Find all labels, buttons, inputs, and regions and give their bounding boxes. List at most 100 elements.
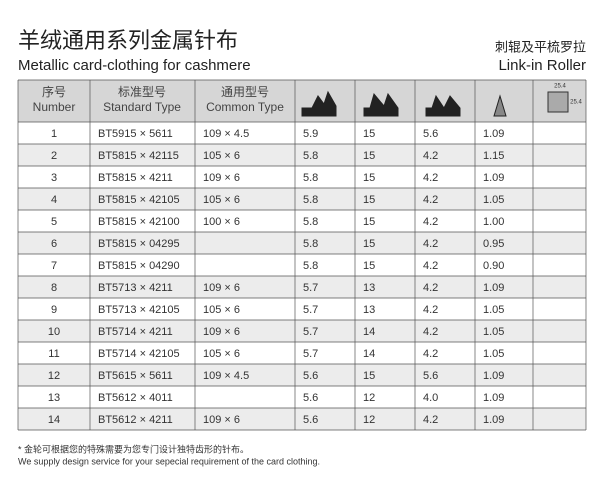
- cell: 12: [48, 370, 60, 382]
- cell: BT5713 × 4211: [98, 282, 173, 294]
- subtitle-en: Link-in Roller: [498, 57, 586, 74]
- cell: 13: [363, 304, 375, 316]
- cell: 8: [51, 282, 57, 294]
- cell: 5.6: [303, 414, 318, 426]
- cell: 13: [363, 282, 375, 294]
- row-shade: [18, 144, 586, 166]
- cell: 5.8: [303, 194, 318, 206]
- icon-label: 25.4: [554, 84, 566, 90]
- cell: 1.09: [483, 172, 504, 184]
- cell: 15: [363, 370, 375, 382]
- column-header-en: Common Type: [206, 100, 284, 114]
- cell: 14: [363, 348, 375, 360]
- cell: 4.2: [423, 348, 438, 360]
- note-en: We supply design service for your sepeci…: [18, 456, 320, 466]
- cell: 11: [48, 348, 59, 360]
- icons: [301, 90, 569, 117]
- cell: BT5815 × 04290: [98, 260, 180, 272]
- cell: 15: [363, 194, 375, 206]
- cell: BT5915 × 5611: [98, 128, 173, 140]
- cell: 0.90: [483, 260, 504, 272]
- cell: BT5815 × 42105: [98, 194, 180, 206]
- cell: 5.7: [303, 304, 318, 316]
- cell: 7: [51, 260, 57, 272]
- cell: 15: [363, 128, 375, 140]
- cell: 1.05: [483, 326, 504, 338]
- cell: 109 × 4.5: [203, 128, 249, 140]
- cell: 1.09: [483, 282, 504, 294]
- cell: 1.05: [483, 304, 504, 316]
- cell: 5.9: [303, 128, 318, 140]
- cell: 4.2: [423, 150, 438, 162]
- cell: 4.2: [423, 172, 438, 184]
- cell: 4.2: [423, 414, 438, 426]
- cell: 12: [363, 414, 375, 426]
- icon-angle: [493, 94, 507, 117]
- row-shade: [18, 276, 586, 298]
- cell: BT5612 × 4211: [98, 414, 173, 426]
- cell: 15: [363, 216, 375, 228]
- cell: 10: [48, 326, 60, 338]
- cell: BT5815 × 4211: [98, 172, 173, 184]
- row-shade: [18, 364, 586, 386]
- cell: 100 × 6: [203, 216, 240, 228]
- cell: 6: [51, 238, 57, 250]
- cell: 1.09: [483, 370, 504, 382]
- cell: 3: [51, 172, 57, 184]
- cell: 5.7: [303, 348, 318, 360]
- cell: 4: [51, 194, 57, 206]
- row-shade: [18, 188, 586, 210]
- cell: BT5815 × 42115: [98, 150, 179, 162]
- title-cn: 羊绒通用系列金属针布: [18, 28, 238, 53]
- row-shade: [18, 408, 586, 430]
- cell: 1.00: [483, 216, 504, 228]
- cell: 15: [363, 150, 375, 162]
- cell: 5.7: [303, 326, 318, 338]
- column-header-cn: 通用型号: [221, 85, 269, 99]
- cell: 1.05: [483, 348, 504, 360]
- cell: BT5714 × 42105: [98, 348, 180, 360]
- cell: 2: [51, 150, 57, 162]
- cell: 1: [51, 128, 57, 140]
- note-cn: * 金轮可根据您的特殊需要为您专门设计独特齿形的针布。: [18, 443, 249, 454]
- cell: 5.6: [303, 370, 318, 382]
- title-en: Metallic card-clothing for cashmere: [18, 57, 251, 74]
- cell: 109 × 6: [203, 326, 240, 338]
- cell: BT5815 × 04295: [98, 238, 180, 250]
- cell: 5.6: [423, 128, 438, 140]
- cell: 109 × 6: [203, 282, 240, 294]
- cell: BT5615 × 5611: [98, 370, 173, 382]
- cell: 5: [51, 216, 57, 228]
- cell: 9: [51, 304, 57, 316]
- cell: 4.2: [423, 260, 438, 272]
- cell: 5.7: [303, 282, 318, 294]
- cell: 4.2: [423, 282, 438, 294]
- cell: 5.8: [303, 172, 318, 184]
- cell: 1.09: [483, 392, 504, 404]
- cell: 4.2: [423, 304, 438, 316]
- cell: 5.8: [303, 260, 318, 272]
- cell: 5.8: [303, 150, 318, 162]
- subtitle-cn: 刺辊及平梳罗拉: [495, 39, 586, 54]
- icon-height: [301, 90, 337, 117]
- cell: 14: [48, 414, 60, 426]
- cell: 15: [363, 172, 375, 184]
- cell: 109 × 6: [203, 414, 240, 426]
- cell: 1.15: [483, 150, 504, 162]
- cell: 1.09: [483, 128, 504, 140]
- column-header-en: Standard Type: [103, 100, 181, 114]
- row-shade: [18, 320, 586, 342]
- cell: 105 × 6: [203, 194, 240, 206]
- cell: BT5815 × 42100: [98, 216, 180, 228]
- cell: 109 × 4.5: [203, 370, 249, 382]
- cell: 105 × 6: [203, 304, 240, 316]
- cell: 105 × 6: [203, 348, 240, 360]
- cell: 4.2: [423, 326, 438, 338]
- column-header-cn: 序号: [42, 84, 66, 99]
- icon-pitch: [363, 92, 399, 117]
- icon-label: 25.4: [570, 100, 582, 106]
- cell: 15: [363, 238, 375, 250]
- cell: 5.8: [303, 238, 318, 250]
- row-shade: [18, 232, 586, 254]
